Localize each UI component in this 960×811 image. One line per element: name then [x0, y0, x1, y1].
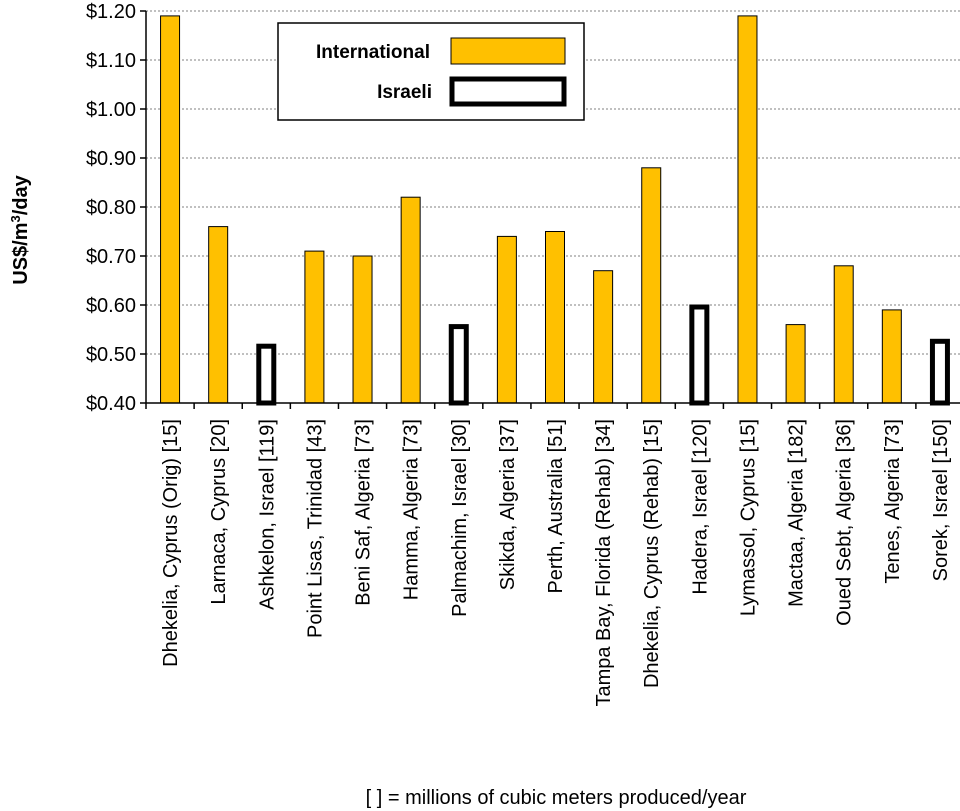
y-tick-label: $0.40 [86, 393, 136, 415]
legend-swatch-international [450, 37, 566, 65]
legend-label-israeli: Israeli [377, 82, 432, 103]
x-tick-label: Perth, Australia [51] [545, 419, 567, 594]
bar-international [785, 324, 806, 404]
y-tick-labels: $0.40 $0.50 $0.60 $0.70 $0.80 $0.90 $1.00 $1.10… [86, 1, 146, 415]
bar-international [545, 231, 565, 404]
bar-israeli [929, 338, 950, 406]
x-tick-label: Point Lisas, Trinidad [43] [304, 419, 326, 638]
x-tick-label: Lymassol, Cyprus [15] [737, 419, 759, 616]
x-tick-label: Ashkelon, Israel [119] [256, 419, 278, 610]
y-tick-label: $1.20 [86, 1, 136, 23]
x-tick-label: Mactaa, Algeria [182] [786, 419, 808, 607]
x-tick-label: Palmachim, Israel [30] [449, 419, 471, 617]
x-tick-label: Hamma, Algeria [73] [401, 419, 423, 600]
y-tick-label: $0.80 [86, 197, 136, 219]
bar-international [400, 196, 421, 404]
x-tick-label: Dhekelia, Cyprus (Rehab) [15] [641, 419, 663, 688]
x-tick-label: Tampa Bay, Florida (Rehab) [34] [593, 419, 615, 707]
x-tick-label: Beni Saf, Algeria [73] [353, 419, 375, 606]
y-tick-label: $0.70 [86, 246, 136, 268]
x-tick-label: Skikda, Algeria [37] [497, 419, 519, 590]
y-tick-label: $1.10 [86, 50, 136, 72]
bar-international [496, 235, 517, 404]
legend-label-international: International [316, 42, 430, 63]
x-axis-title: [ ] = millions of cubic meters produced/… [366, 787, 747, 809]
x-tick-label: Dhekelia, Cyprus (Orig) [15] [160, 419, 182, 667]
bar-israeli [448, 324, 469, 406]
bar-international [641, 167, 662, 404]
x-tick-labels: Dhekelia, Cyprus (Orig) [15] Larnaca, Cyp… [145, 403, 952, 707]
y-tick-label: $0.60 [86, 295, 136, 317]
x-tick-label: Oued Sebt, Algeria [36] [834, 419, 856, 626]
bar-israeli [689, 304, 710, 406]
bar-israeli [256, 343, 277, 406]
bar-international [881, 309, 902, 404]
y-tick-label: $0.90 [86, 148, 136, 170]
y-axis-title: US$/m3/day [8, 174, 32, 284]
y-tick-label: $1.00 [86, 99, 136, 121]
legend-swatch-israeli [449, 76, 567, 107]
x-tick-label: Larnaca, Cyprus [20] [208, 419, 230, 605]
y-tick-label: $0.50 [86, 344, 136, 366]
x-tick-label: Tenes, Algeria [73] [882, 419, 904, 584]
bar-international [304, 250, 325, 404]
bar-international [833, 265, 854, 404]
x-tick-label: Sorek, Israel [150] [930, 419, 952, 581]
bar-international [737, 15, 758, 404]
bar-international [160, 15, 181, 404]
bar-international [352, 255, 373, 404]
legend: International Israeli [277, 22, 585, 121]
x-tick-label: Hadera, Israel [120] [689, 419, 711, 595]
bar-international [208, 226, 229, 404]
bar-international [593, 270, 614, 404]
